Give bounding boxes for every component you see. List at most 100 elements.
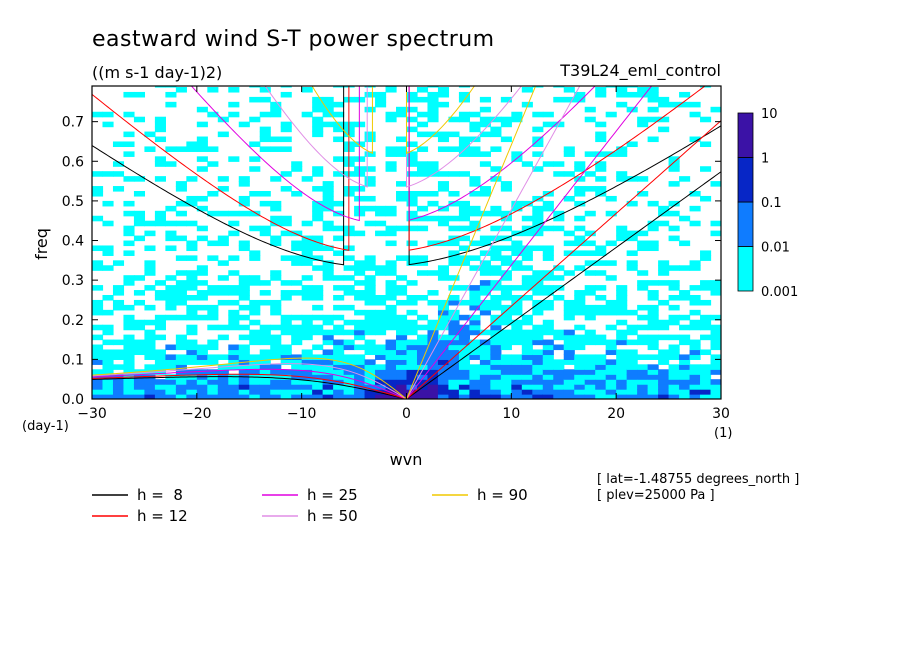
heatmap-cell bbox=[406, 255, 418, 261]
heatmap-cell bbox=[689, 260, 701, 266]
heatmap-cell bbox=[175, 200, 187, 207]
heatmap-cell bbox=[647, 339, 659, 346]
heatmap-cell bbox=[280, 319, 292, 326]
heatmap-cell bbox=[301, 384, 313, 390]
heatmap-cell bbox=[322, 314, 334, 321]
heatmap-cell bbox=[490, 146, 502, 152]
heatmap-cell bbox=[626, 106, 638, 113]
heatmap-cell bbox=[500, 359, 512, 365]
heatmap-cell bbox=[689, 384, 701, 390]
heatmap-cell bbox=[458, 151, 470, 157]
heatmap-cell bbox=[259, 190, 271, 197]
heatmap-cell bbox=[165, 275, 177, 281]
heatmap-cell bbox=[553, 161, 565, 167]
heatmap-cell bbox=[133, 394, 146, 399]
colorbar-swatch bbox=[737, 246, 754, 292]
heatmap-cell bbox=[427, 270, 439, 276]
heatmap-cell bbox=[542, 379, 554, 385]
heatmap-cell bbox=[521, 364, 533, 370]
heatmap-cell bbox=[385, 339, 397, 346]
heatmap-cell bbox=[637, 176, 649, 182]
heatmap-cell bbox=[490, 304, 502, 311]
heatmap-cell bbox=[123, 349, 135, 356]
heatmap-cell bbox=[490, 314, 502, 321]
heatmap-cell bbox=[280, 146, 292, 152]
heatmap-cell bbox=[322, 349, 334, 356]
heatmap-cell bbox=[301, 275, 313, 281]
heatmap-cell bbox=[312, 240, 324, 247]
heatmap-cell bbox=[710, 314, 721, 321]
heatmap-cell bbox=[133, 220, 146, 227]
x-tick-label: 0 bbox=[402, 406, 411, 422]
heatmap-cell bbox=[532, 309, 544, 316]
heatmap-cell bbox=[427, 394, 439, 399]
heatmap-cell bbox=[532, 225, 544, 232]
heatmap-cell bbox=[616, 359, 628, 365]
heatmap-cell bbox=[416, 314, 429, 321]
heatmap-cell bbox=[354, 230, 366, 237]
heatmap-cell bbox=[647, 136, 659, 143]
heatmap-cell bbox=[249, 309, 261, 316]
heatmap-cell bbox=[458, 285, 470, 291]
heatmap-cell bbox=[270, 344, 282, 351]
heatmap-cell bbox=[238, 314, 250, 321]
heatmap-cell bbox=[385, 166, 397, 172]
heatmap-cell bbox=[668, 161, 680, 167]
heatmap-cell bbox=[563, 240, 575, 247]
heatmap-cell bbox=[490, 384, 502, 390]
heatmap-cell bbox=[479, 270, 491, 276]
heatmap-cell bbox=[291, 354, 303, 360]
heatmap-cell bbox=[637, 240, 649, 247]
heatmap-cell bbox=[333, 86, 345, 88]
heatmap-cell bbox=[448, 250, 460, 256]
heatmap-cell bbox=[700, 324, 712, 331]
heatmap-cell bbox=[542, 255, 554, 261]
heatmap-cell bbox=[542, 344, 554, 351]
heatmap-cell bbox=[154, 319, 166, 326]
heatmap-cell bbox=[532, 245, 544, 252]
heatmap-cell bbox=[668, 285, 680, 291]
heatmap-cell bbox=[532, 205, 544, 212]
heatmap-cell bbox=[658, 384, 670, 390]
heatmap-cell bbox=[333, 250, 345, 256]
heatmap-cell bbox=[448, 374, 460, 380]
heatmap-cell bbox=[668, 384, 680, 390]
dispersion-curve bbox=[92, 357, 407, 399]
heatmap-cell bbox=[270, 374, 282, 380]
heatmap-cell bbox=[521, 339, 533, 346]
heatmap-cell bbox=[354, 280, 366, 286]
heatmap-cell bbox=[259, 329, 271, 336]
heatmap-cell bbox=[354, 389, 366, 395]
heatmap-cell bbox=[92, 324, 104, 331]
heatmap-cell bbox=[123, 230, 135, 237]
heatmap-cell bbox=[458, 91, 470, 98]
heatmap-cell bbox=[406, 225, 418, 232]
heatmap-cell bbox=[658, 280, 670, 286]
heatmap-cell bbox=[312, 200, 324, 207]
heatmap-cell bbox=[217, 389, 229, 395]
heatmap-cell bbox=[427, 369, 439, 375]
heatmap-cell bbox=[595, 374, 607, 380]
heatmap-cell bbox=[532, 290, 544, 296]
x-tick-label: −20 bbox=[182, 406, 212, 422]
heatmap-cell bbox=[689, 364, 701, 370]
heatmap-cell bbox=[479, 265, 491, 271]
heatmap-cell bbox=[469, 324, 481, 331]
heatmap-cell bbox=[238, 379, 250, 385]
heatmap-cell bbox=[679, 176, 691, 182]
heatmap-cell bbox=[396, 146, 408, 152]
heatmap-cell bbox=[375, 364, 387, 370]
heatmap-cell bbox=[312, 171, 324, 177]
heatmap-cell bbox=[133, 91, 146, 98]
heatmap-cell bbox=[437, 265, 450, 271]
heatmap-cell bbox=[175, 359, 187, 365]
heatmap-cell bbox=[532, 210, 544, 217]
heatmap-cell bbox=[584, 369, 596, 375]
heatmap-cell bbox=[406, 190, 418, 197]
heatmap-cell bbox=[437, 304, 450, 311]
heatmap-cell bbox=[354, 290, 366, 296]
heatmap-cell bbox=[626, 349, 638, 356]
heatmap-cell bbox=[563, 270, 575, 276]
heatmap-cell bbox=[437, 86, 450, 93]
